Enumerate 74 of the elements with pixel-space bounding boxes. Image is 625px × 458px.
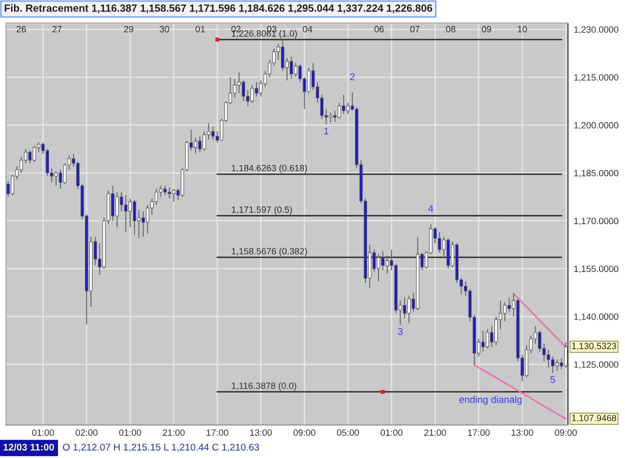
y-tick-label: 1,125.0000: [574, 361, 618, 369]
x-tick-label: 13:00: [250, 429, 272, 436]
candlestick: [237, 72, 241, 94]
annotation: 1: [324, 128, 328, 134]
y-tick-label: 1,155.0000: [574, 266, 618, 274]
candlestick: [242, 80, 246, 102]
candlestick: [407, 295, 411, 324]
x2-tick-label: 07: [410, 26, 420, 32]
text: 12/03 11:00: [4, 443, 54, 451]
x2-tick-label: 26: [16, 26, 26, 32]
candlestick: [163, 185, 167, 196]
candlestick: [328, 112, 332, 124]
chart-title: Fib. Retracement 1,116.387 1,158.567 1,171.596 1,184.626 1,295.044 1,337.224 1,226.806: [4, 4, 432, 14]
x2-tick-label: 06: [374, 26, 384, 32]
candlestick: [481, 330, 485, 352]
x-tick-label: 17:00: [468, 429, 490, 436]
x2-tick-label: 01: [196, 26, 205, 32]
x-tick-label: 21:00: [162, 429, 185, 436]
annotation: 2: [350, 73, 355, 80]
data-label: 1,130.5323: [572, 342, 616, 350]
x-tick-label: 09:00: [554, 429, 577, 436]
x2-tick-label: 09: [482, 26, 492, 32]
candlestick: [494, 316, 498, 346]
x2-tick-label: 03: [267, 26, 276, 32]
series-label: 1,116.3878 (0.0): [232, 382, 296, 391]
y-tick-label: 1,200.0000: [574, 122, 618, 130]
series-label: 1,226.8061 (1.0): [232, 30, 297, 38]
candlestick: [146, 204, 150, 234]
candlestick: [168, 186, 172, 199]
candlestick: [402, 296, 406, 319]
x-tick-label: 01:00: [32, 429, 54, 436]
y-tick-label: 1,230.0000: [574, 26, 618, 34]
x-tick-label: 17:00: [206, 429, 228, 436]
candlestick: [28, 150, 32, 164]
candlestick: [376, 254, 380, 282]
candlestick: [6, 180, 10, 198]
y-tick-label: 1,140.0000: [574, 313, 618, 321]
y-tick-label: 1,170.0000: [574, 218, 618, 226]
x-tick-label: 02:00: [76, 429, 98, 436]
y-tick-label: 1,215.0000: [574, 74, 618, 82]
x-tick-label: 21:00: [424, 429, 446, 436]
candlestick: [438, 231, 442, 254]
x2-tick-label: 27: [52, 26, 62, 32]
x2-tick-label: 08: [446, 26, 456, 32]
text: O 1,212.07 H 1,215.15 L 1,210.44 C 1,210.63: [62, 444, 260, 452]
candlestick: [486, 328, 490, 349]
x2-tick-label: 10: [518, 26, 527, 32]
candlestick: [194, 137, 198, 154]
annotation: ending dianalg: [459, 396, 522, 405]
candlestick: [555, 359, 559, 372]
y-tick-label: 1,185.0000: [574, 170, 618, 178]
x2-tick-label: 29: [124, 26, 134, 32]
x-tick-label: 13:00: [512, 429, 534, 436]
data-label: 1,107.9468: [572, 414, 616, 422]
x-tick-label: 09:00: [293, 429, 316, 436]
candlestick: [211, 126, 215, 140]
candlestick: [546, 350, 550, 368]
annotation: 3: [398, 328, 403, 336]
x-tick-label: 05:00: [337, 429, 359, 436]
annotation: 4: [428, 205, 434, 212]
series-label: 1,171.597 (0.5): [232, 206, 292, 215]
x2-tick-label: 02: [231, 26, 241, 32]
candlestick: [115, 192, 119, 228]
candlestick: [54, 170, 58, 186]
x2-tick-label: 04: [302, 26, 312, 32]
x-tick-label: 01:00: [380, 429, 402, 436]
x2-tick-label: 30: [160, 26, 170, 32]
series-label: 1,158.5676 (0.382): [232, 248, 307, 256]
series-label: 1,184.6263 (0.618): [232, 164, 307, 174]
annotation: 5: [550, 376, 556, 383]
candlestick: [564, 342, 568, 368]
candlestick: [346, 102, 350, 114]
candlestick: [132, 200, 136, 236]
x-tick-label: 01:00: [119, 429, 142, 436]
